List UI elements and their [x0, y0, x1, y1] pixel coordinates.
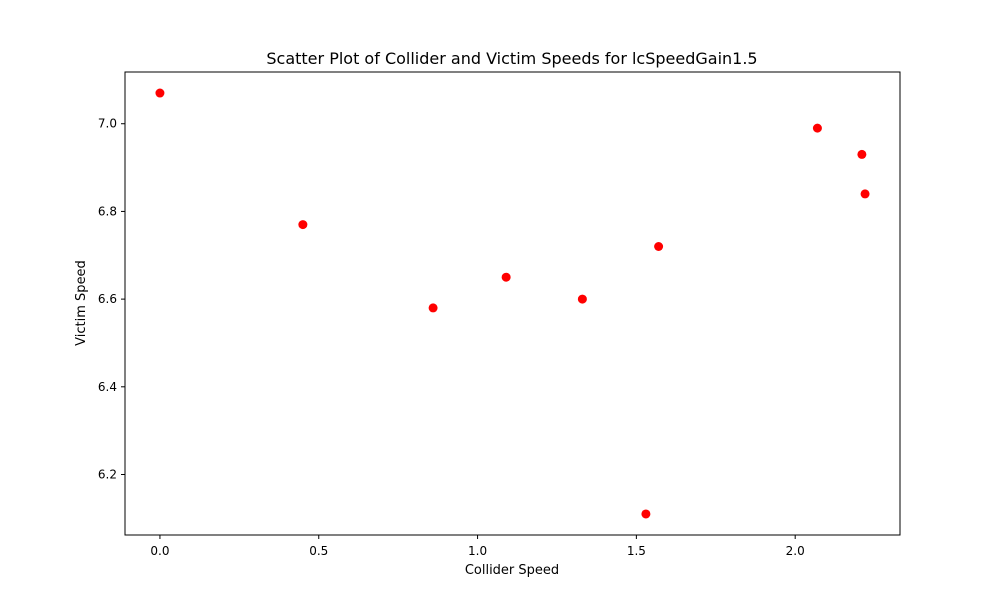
y-axis: 6.2 6.4 6.6 6.8 7.0	[98, 117, 125, 481]
x-axis: 0.0 0.5 1.0 1.5 2.0	[150, 535, 805, 558]
y-tick-label: 6.8	[98, 204, 117, 218]
x-tick-label: 1.0	[468, 544, 487, 558]
y-tick-label: 6.4	[98, 380, 117, 394]
x-tick-label: 2.0	[786, 544, 805, 558]
data-point	[298, 220, 308, 230]
x-tick-label: 1.5	[627, 544, 646, 558]
x-tick-label: 0.0	[150, 544, 169, 558]
x-tick-label: 0.5	[309, 544, 328, 558]
plot-frame	[124, 71, 901, 536]
data-points	[155, 88, 870, 519]
data-point	[860, 189, 870, 199]
data-point	[155, 88, 165, 98]
data-point	[577, 294, 587, 304]
data-point	[641, 509, 651, 519]
y-tick-label: 6.6	[98, 292, 117, 306]
data-point	[812, 123, 822, 133]
data-point	[428, 303, 438, 313]
x-axis-label: Collider Speed	[465, 563, 559, 578]
data-point	[501, 272, 511, 282]
y-axis-label: Victim Speed	[74, 260, 89, 346]
y-tick-label: 7.0	[98, 117, 117, 131]
data-point	[654, 242, 664, 252]
y-tick-label: 6.2	[98, 467, 117, 481]
chart-title: Scatter Plot of Collider and Victim Spee…	[266, 49, 757, 68]
data-point	[857, 149, 867, 159]
